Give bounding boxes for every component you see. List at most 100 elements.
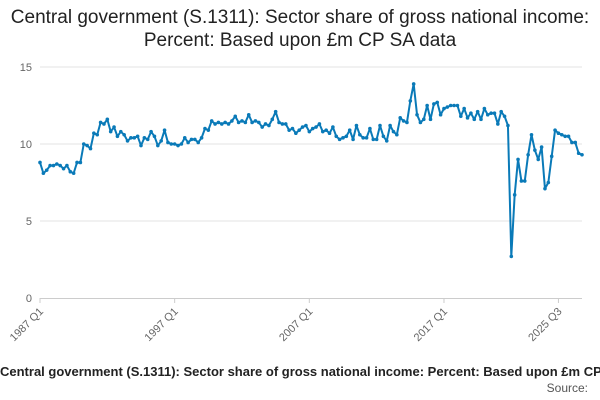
- data-point: [219, 122, 224, 126]
- data-point: [290, 126, 295, 131]
- x-tick-label: 1997 Q1: [142, 306, 180, 344]
- data-point: [381, 134, 386, 139]
- data-point: [122, 132, 126, 137]
- axis-layer: 0 5 10 15 1987 Q1 1997 Q1 2007 Q1 2017 Q1 2025 Q…: [8, 62, 582, 344]
- data-point: [539, 145, 544, 149]
- data-point: [341, 136, 345, 140]
- data-point: [506, 123, 510, 128]
- data-point: [172, 142, 177, 146]
- data-point: [543, 186, 547, 191]
- data-point: [199, 136, 204, 140]
- data-point: [475, 109, 480, 114]
- data-point: [310, 126, 315, 131]
- data-point: [253, 119, 258, 123]
- data-point: [324, 128, 328, 132]
- y-tick-label: 5: [26, 216, 32, 228]
- data-point: [489, 111, 493, 115]
- data-point: [459, 114, 463, 119]
- data-point: [435, 100, 440, 105]
- data-point: [526, 152, 530, 157]
- data-point: [169, 142, 174, 146]
- y-tick-label: 10: [20, 139, 32, 151]
- data-point: [223, 120, 227, 125]
- data-point: [129, 136, 133, 140]
- y-tick-label: 0: [26, 293, 32, 305]
- data-point: [213, 122, 217, 126]
- data-point: [209, 119, 214, 123]
- data-point: [61, 166, 66, 171]
- data-point: [499, 109, 504, 114]
- data-point: [58, 163, 62, 168]
- x-tick-label: 2025 Q3: [526, 306, 564, 344]
- x-tick-label: 2007 Q1: [277, 306, 315, 344]
- data-point: [401, 119, 406, 123]
- y-tick-label: 15: [20, 62, 32, 74]
- data-point: [240, 119, 244, 123]
- x-tick-label: 1987 Q1: [8, 306, 46, 344]
- data-point: [196, 140, 201, 145]
- data-point: [81, 142, 86, 146]
- data-point: [428, 117, 433, 122]
- data-point: [337, 137, 342, 142]
- data-point: [347, 128, 352, 132]
- data-point: [314, 125, 318, 129]
- data-point: [206, 128, 211, 132]
- data-point: [102, 122, 106, 126]
- data-point: [418, 120, 423, 125]
- data-point: [189, 137, 194, 142]
- data-point: [260, 125, 264, 129]
- data-point: [334, 134, 339, 139]
- data-point: [351, 137, 355, 142]
- data-point: [432, 102, 436, 106]
- data-point: [55, 162, 59, 166]
- data-point: [112, 125, 116, 129]
- data-point: [522, 179, 527, 183]
- data-point: [411, 82, 416, 86]
- data-point: [442, 106, 446, 111]
- data-point: [570, 140, 574, 145]
- data-point: [546, 180, 551, 185]
- data-point: [108, 129, 113, 134]
- data-point: [98, 120, 103, 125]
- data-point: [203, 126, 207, 131]
- data-point: [391, 129, 396, 134]
- data-point: [283, 122, 288, 126]
- data-point: [233, 114, 238, 119]
- data-point: [331, 125, 335, 129]
- data-point: [553, 128, 557, 132]
- data-point: [75, 160, 79, 165]
- data-point: [358, 132, 362, 137]
- data-point: [536, 157, 541, 162]
- data-point: [145, 137, 150, 142]
- data-point: [51, 163, 56, 168]
- data-point: [560, 132, 564, 137]
- data-point: [462, 106, 466, 111]
- data-point: [71, 171, 76, 176]
- data-point: [533, 148, 537, 152]
- data-point: [149, 129, 153, 134]
- chart-title: Central government (S.1311): Sector shar…: [10, 7, 590, 51]
- data-point: [287, 128, 291, 132]
- data-point: [445, 105, 450, 109]
- data-point: [529, 132, 534, 137]
- data-point: [176, 143, 180, 148]
- data-point: [496, 122, 500, 126]
- data-point: [273, 109, 278, 114]
- series-layer: [38, 82, 584, 259]
- data-point: [378, 123, 382, 128]
- data-point: [280, 122, 285, 126]
- data-point: [566, 134, 571, 139]
- source-label: Source:: [546, 381, 588, 395]
- data-point: [580, 152, 584, 157]
- data-point: [277, 120, 281, 125]
- data-point: [415, 112, 419, 117]
- data-point: [472, 117, 477, 122]
- data-point: [384, 139, 389, 143]
- data-point: [119, 129, 123, 134]
- data-point: [465, 116, 470, 120]
- data-point: [125, 139, 130, 143]
- data-point: [492, 111, 497, 115]
- data-point: [448, 103, 453, 108]
- data-point: [95, 132, 100, 137]
